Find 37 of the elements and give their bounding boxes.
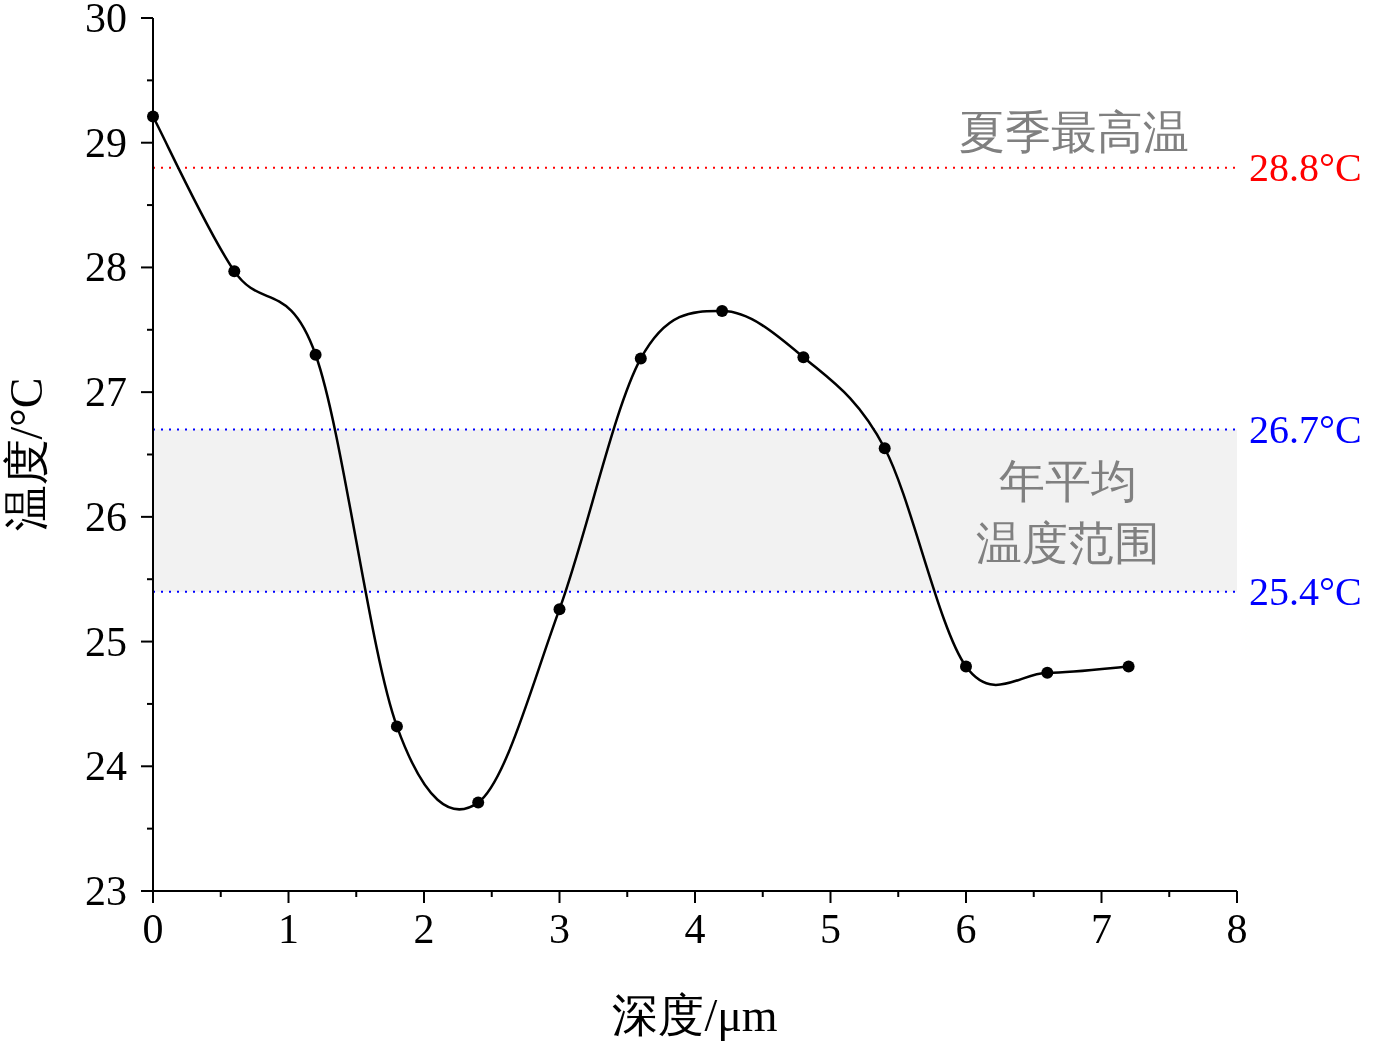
x-tick-label: 2 xyxy=(413,906,435,952)
y-tick-label: 23 xyxy=(85,868,127,914)
point xyxy=(553,603,566,616)
x-tick-label: 4 xyxy=(684,906,706,952)
ref-line-label: 26.7°C xyxy=(1249,407,1362,453)
point xyxy=(878,442,891,455)
point xyxy=(228,265,241,278)
point xyxy=(1122,660,1135,673)
point xyxy=(716,305,729,318)
band-label: 年平均温度范围 xyxy=(975,455,1160,569)
x-axis-title: 深度/μm xyxy=(612,990,778,1041)
point xyxy=(472,796,485,809)
point xyxy=(960,660,972,673)
point xyxy=(390,720,403,733)
x-tick-label: 1 xyxy=(278,906,299,952)
point xyxy=(147,110,159,123)
y-tick-label: 24 xyxy=(85,743,127,790)
x-tick-label: 8 xyxy=(1226,906,1248,952)
x-tick-label: 3 xyxy=(549,906,570,952)
x-tick-label: 6 xyxy=(955,906,977,952)
y-tick-label: 25 xyxy=(85,618,127,665)
y-tick-label: 26 xyxy=(85,493,127,540)
y-tick-label: 28 xyxy=(85,244,127,291)
point xyxy=(1041,666,1054,679)
x-tick-label: 5 xyxy=(820,906,841,952)
y-tick-label: 29 xyxy=(85,119,127,166)
point xyxy=(797,351,810,364)
ref-line-label: 28.8°C xyxy=(1249,145,1362,191)
point xyxy=(309,348,322,361)
x-tick-label: 7 xyxy=(1091,906,1112,952)
annotation: 夏季最高温 xyxy=(959,106,1190,158)
ref-line-label: 25.4°C xyxy=(1249,569,1362,615)
point xyxy=(634,352,647,365)
y-axis-title: 温度/°C xyxy=(1,377,52,532)
y-tick-label: 27 xyxy=(85,369,127,416)
y-tick-label: 30 xyxy=(85,0,127,41)
x-tick-label: 0 xyxy=(142,906,164,952)
